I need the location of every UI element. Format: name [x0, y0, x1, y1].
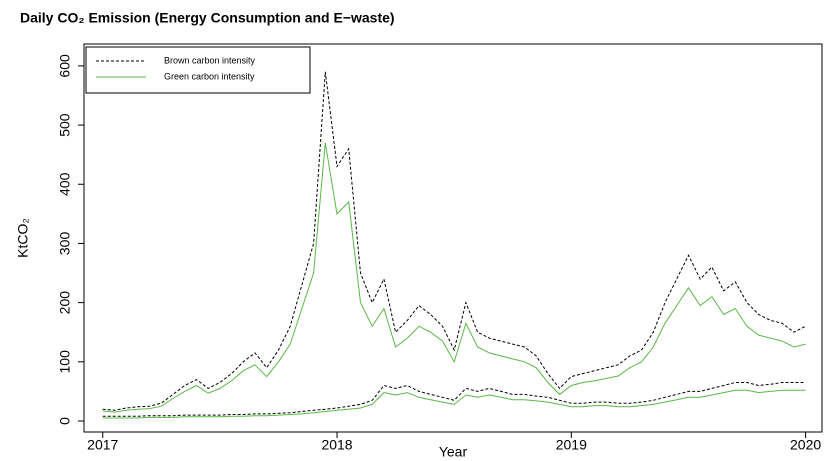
- series-line: [102, 389, 806, 419]
- chart-title: Daily CO₂ Emission (Energy Consumption a…: [20, 10, 395, 26]
- y-tick-label: 400: [57, 172, 73, 196]
- x-tick-label: 2019: [556, 437, 587, 453]
- series-line: [102, 382, 806, 417]
- series-line: [102, 71, 806, 411]
- legend-box: [85, 46, 311, 94]
- y-tick-label: 100: [57, 350, 73, 374]
- legend-label: Green carbon intensity: [164, 71, 255, 81]
- y-tick-label: 600: [57, 54, 73, 78]
- x-axis-label: Year: [439, 444, 468, 460]
- legend-label: Brown carbon intensity: [164, 55, 256, 65]
- y-tick-label: 0: [57, 417, 73, 425]
- y-axis-label: KtCO₂: [15, 218, 31, 258]
- y-tick-label: 200: [57, 291, 73, 315]
- x-tick-label: 2017: [87, 437, 118, 453]
- y-tick-label: 300: [57, 232, 73, 256]
- x-tick-label: 2018: [321, 437, 352, 453]
- x-tick-label: 2020: [790, 437, 821, 453]
- series-line: [102, 142, 806, 413]
- y-tick-label: 500: [57, 113, 73, 137]
- plot-frame: [83, 43, 823, 433]
